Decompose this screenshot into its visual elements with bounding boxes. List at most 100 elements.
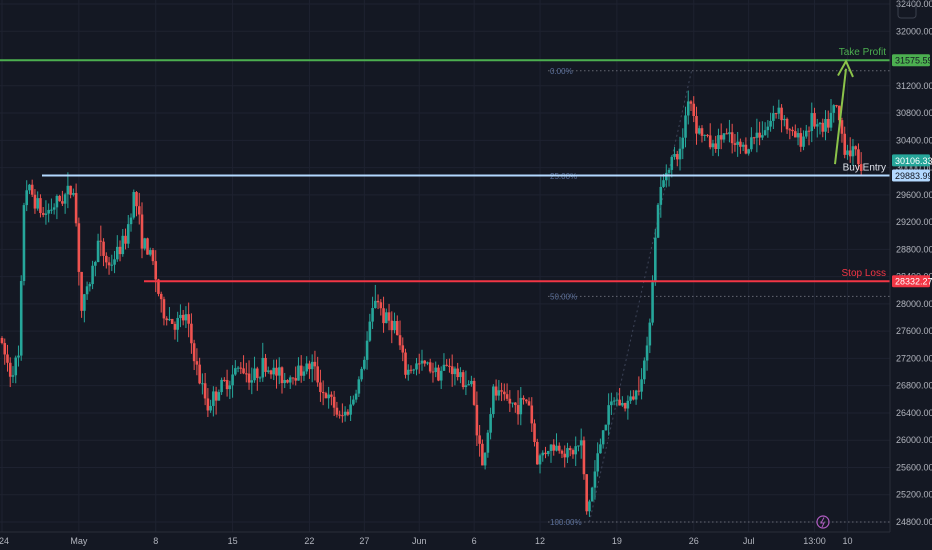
- price-tick-label: 31200.00: [896, 81, 932, 91]
- candle-body: [706, 134, 709, 136]
- lightning-glyph: [820, 517, 825, 528]
- candle-body: [494, 386, 498, 396]
- candle-body: [406, 369, 410, 375]
- candle-body: [843, 133, 847, 155]
- candle-body: [733, 143, 737, 145]
- candle-body: [626, 400, 630, 409]
- candle-body: [354, 393, 358, 400]
- candle-body: [431, 371, 435, 373]
- time-tick-label: 27: [359, 536, 369, 546]
- fib-level-label: 100.00%: [550, 518, 582, 527]
- settings-icon[interactable]: [897, 1, 917, 19]
- candle-body: [684, 115, 687, 138]
- time-tick-label: May: [70, 536, 88, 546]
- price-tick-label: 30000.00: [896, 163, 932, 173]
- candle-body: [538, 455, 542, 465]
- candle-body: [456, 368, 459, 378]
- candle-body: [22, 205, 26, 281]
- candle-body: [577, 445, 580, 447]
- arrow-shaft: [834, 68, 847, 165]
- candle-body: [703, 134, 707, 136]
- candle-body: [50, 209, 53, 211]
- price-tick-label: 32000.00: [896, 26, 932, 36]
- trade-levels[interactable]: Take Profit Buy Entry Stop Loss: [0, 47, 890, 283]
- candle-body: [854, 146, 857, 150]
- candle-body: [590, 487, 594, 502]
- candle-body: [439, 370, 443, 381]
- candle-body: [401, 345, 405, 353]
- candle-body: [664, 172, 668, 181]
- candle-body: [763, 130, 767, 136]
- time-tick-label: 13:00: [803, 536, 826, 546]
- price-tick-label: 30800.00: [896, 108, 932, 118]
- candle-body: [107, 262, 111, 266]
- candle-body: [212, 391, 215, 406]
- candle-body: [357, 379, 361, 394]
- candle-body: [280, 367, 284, 384]
- candle-body: [810, 113, 814, 132]
- candle-body: [25, 190, 29, 206]
- candle-body: [209, 405, 212, 411]
- candle-body: [187, 314, 190, 324]
- lightning-icon[interactable]: [816, 515, 830, 529]
- candle-body: [719, 135, 723, 140]
- candle-body: [503, 391, 506, 395]
- candle-body: [360, 368, 363, 380]
- candle-body: [343, 411, 347, 416]
- candle-body: [346, 411, 350, 415]
- candle-body: [596, 453, 599, 472]
- candle-body: [192, 343, 196, 362]
- candle-body: [151, 250, 155, 262]
- candle-body: [225, 380, 229, 390]
- arrow-head: [837, 59, 854, 78]
- candle-body: [829, 112, 833, 128]
- candle-body: [497, 390, 501, 396]
- candle-body: [846, 150, 849, 155]
- candle-body: [686, 101, 690, 116]
- candle-body: [118, 246, 122, 255]
- candle-body: [124, 235, 127, 244]
- candle-body: [324, 393, 328, 399]
- candle-body: [747, 149, 750, 154]
- price-tag-buy-entry[interactable]: [892, 169, 930, 182]
- candle-body: [52, 207, 56, 210]
- candle-body: [66, 185, 70, 195]
- price-tick-label: 30400.00: [896, 135, 932, 145]
- candle-body: [110, 264, 114, 266]
- candle-body: [170, 318, 174, 324]
- candle-body: [815, 124, 819, 127]
- candle-body: [126, 224, 130, 244]
- candle-body: [758, 132, 761, 138]
- time-axis[interactable]: 24 May 8 15 22 27 Jun 6 12 19 26 Jul 13:00 10: [0, 531, 932, 550]
- candle-body: [566, 448, 569, 458]
- candle-body: [428, 362, 432, 372]
- price-axis[interactable]: 24800.00 25200.00 25600.00 26000.00 26400.00…: [889, 0, 932, 550]
- candle-body: [115, 246, 119, 260]
- candle-body: [102, 241, 105, 256]
- candle-body: [297, 365, 300, 381]
- candle-body: [481, 443, 484, 466]
- candle-body: [722, 133, 726, 140]
- price-tag-take-profit-text: 31575.59: [895, 56, 932, 66]
- candle-body: [277, 367, 281, 376]
- candle-body: [656, 204, 660, 238]
- candle-body: [39, 198, 42, 214]
- candle-body: [258, 377, 262, 379]
- current-price-tag[interactable]: [892, 154, 930, 167]
- candle-body: [659, 186, 663, 205]
- candle-body: [338, 414, 341, 416]
- time-tick-label: Jul: [743, 536, 755, 546]
- candle-body: [206, 398, 210, 411]
- candle-body: [717, 135, 720, 149]
- candle-body: [695, 116, 698, 134]
- candle-body: [557, 445, 561, 451]
- candle-body: [571, 450, 575, 455]
- price-tag-take-profit[interactable]: [892, 54, 930, 67]
- candle-body: [63, 194, 67, 204]
- candle-body: [824, 118, 827, 132]
- price-tag-stop-loss[interactable]: [892, 275, 930, 288]
- candle-body: [417, 363, 421, 365]
- candlestick-series: [0, 90, 863, 517]
- price-tag-buy-entry-text: 29883.99: [895, 171, 932, 181]
